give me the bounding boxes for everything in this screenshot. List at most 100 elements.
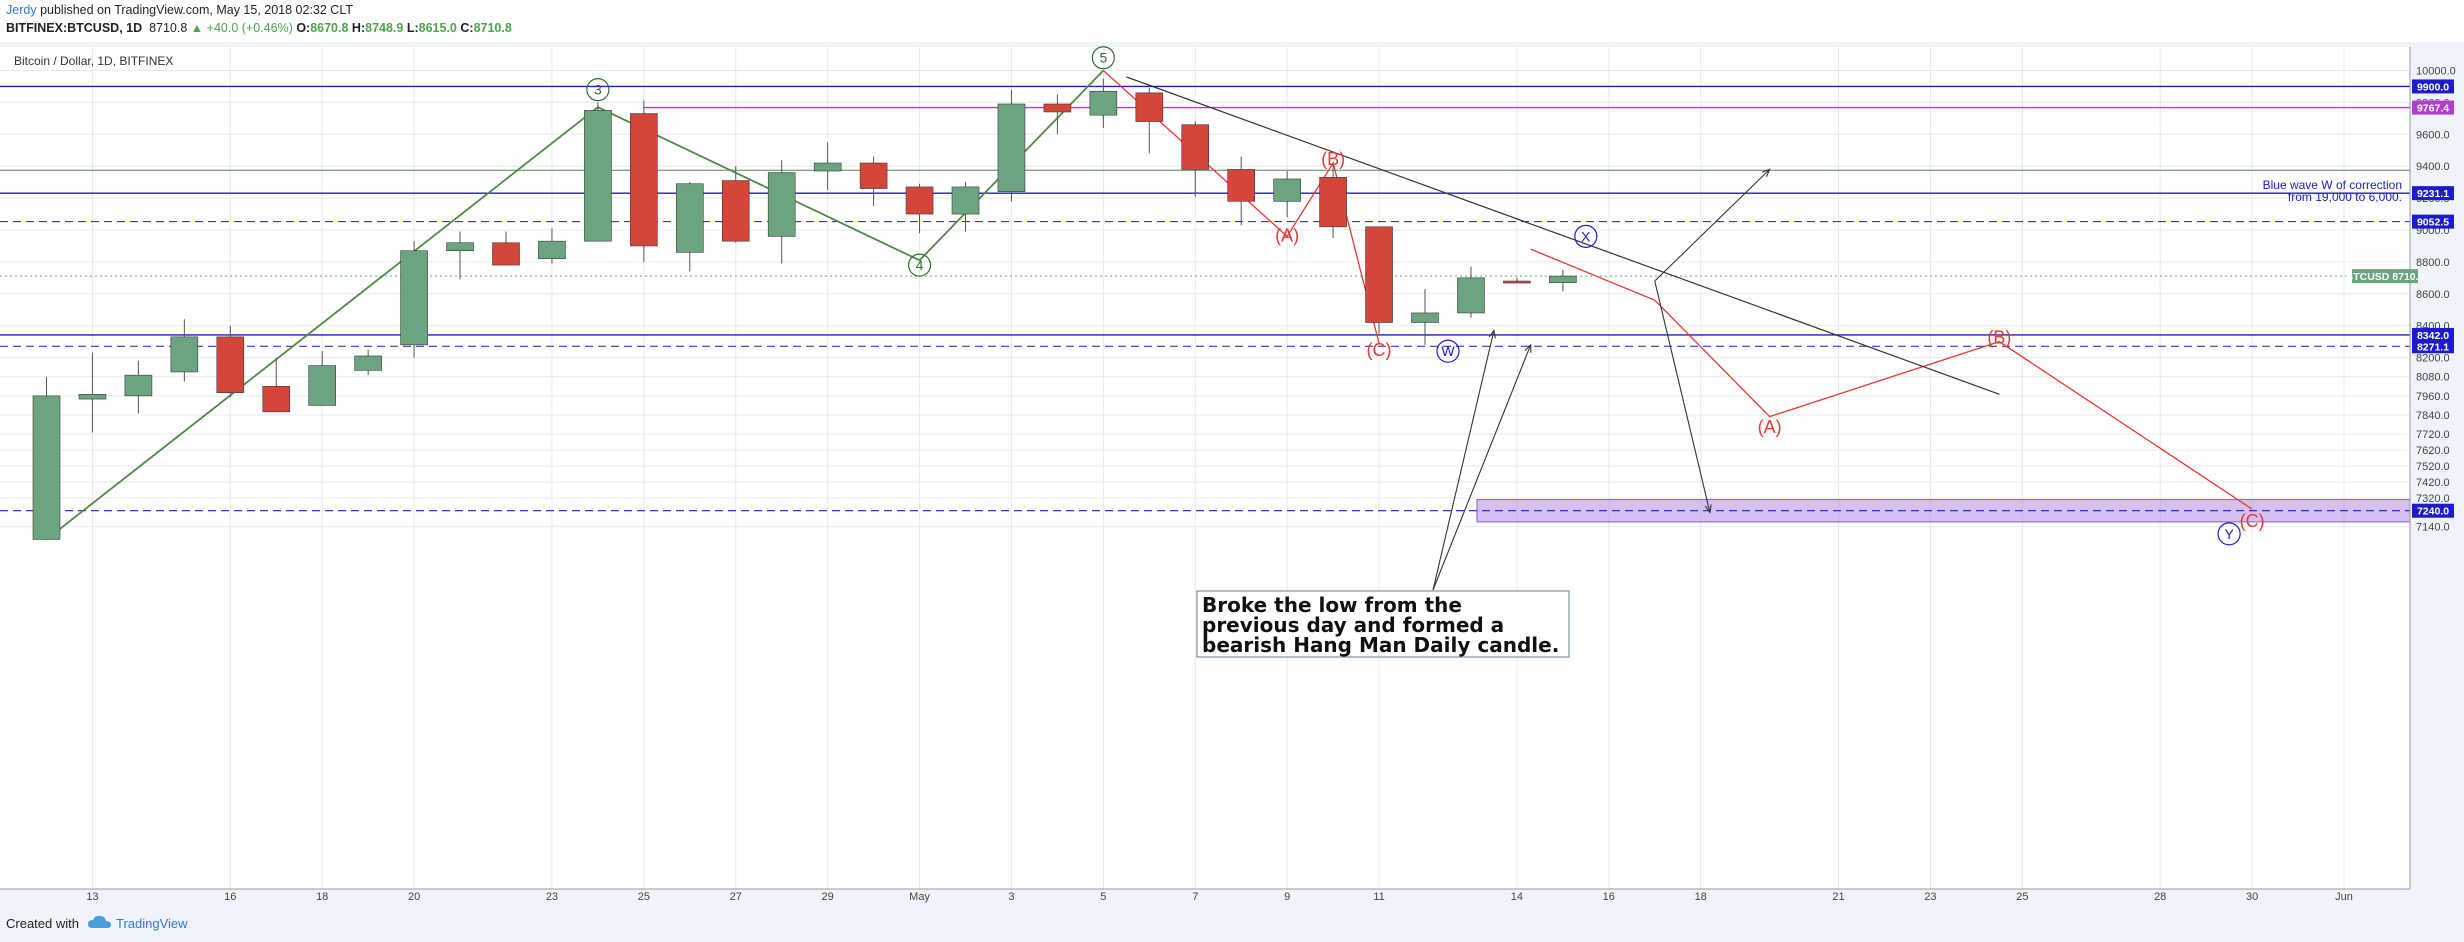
price-tag bbox=[2412, 100, 2454, 115]
symbol: BITFINEX:BTCUSD, 1D bbox=[6, 21, 143, 35]
last-price: 8710.8 bbox=[149, 21, 188, 35]
price-tag bbox=[2412, 186, 2454, 201]
candle bbox=[630, 100, 658, 262]
y-tick-label: 7320.0 bbox=[2416, 493, 2450, 505]
candle-body-down bbox=[1227, 169, 1255, 202]
ohlc-low: 8615.0 bbox=[418, 21, 457, 35]
ohlc-close-key: C: bbox=[460, 21, 474, 35]
candle bbox=[538, 228, 566, 264]
descending-trendline bbox=[1126, 76, 2000, 395]
y-tick-label: 7620.0 bbox=[2416, 445, 2450, 457]
wave-label-circle bbox=[1574, 224, 1598, 248]
candle-body-up bbox=[675, 183, 704, 253]
y-tick-label: 7720.0 bbox=[2416, 429, 2450, 441]
ohlc-low-key: L: bbox=[406, 21, 419, 35]
candle bbox=[1411, 289, 1439, 345]
candle bbox=[1365, 226, 1393, 334]
price-levels bbox=[0, 85, 2410, 512]
y-tick-label: 7140.0 bbox=[2416, 522, 2450, 534]
wave-label-circle bbox=[1436, 339, 1460, 363]
candle-body-down bbox=[1043, 103, 1072, 113]
x-tick-label: 9 bbox=[1284, 891, 1290, 903]
candle-body-down bbox=[1319, 177, 1347, 228]
note-text: Broke the low from the bbox=[1202, 593, 1462, 617]
candle-body-up bbox=[124, 374, 153, 397]
wave-label-circle bbox=[907, 253, 932, 277]
footer: Created with TradingView bbox=[0, 905, 2464, 942]
candle bbox=[446, 231, 474, 280]
candle bbox=[1135, 88, 1164, 154]
x-tick-label: 23 bbox=[546, 891, 558, 903]
candle-body-up bbox=[1457, 277, 1485, 314]
ohlc-close: 8710.8 bbox=[473, 21, 512, 35]
y-tick-label: 7840.0 bbox=[2416, 410, 2450, 422]
candle bbox=[584, 102, 612, 242]
y-tick-label: 7420.0 bbox=[2416, 477, 2450, 489]
price-tag bbox=[2412, 503, 2454, 518]
x-tick-label: 23 bbox=[1924, 891, 1936, 903]
candle-body-down bbox=[905, 186, 934, 215]
ohlc-high: 8748.9 bbox=[365, 21, 404, 35]
candle bbox=[32, 376, 61, 540]
y-tick-label: 10000.0 bbox=[2416, 66, 2456, 78]
x-tick-label: 5 bbox=[1100, 891, 1106, 903]
candle-body-down bbox=[216, 336, 245, 393]
candle-body-down bbox=[1365, 226, 1393, 323]
x-tick-label: 18 bbox=[1695, 891, 1707, 903]
symbol-info: BITFINEX:BTCUSD, 1D 8710.8 ▲ +40.0 (+0.4… bbox=[6, 21, 512, 35]
candle-body-down bbox=[1135, 92, 1164, 122]
candle-body-down bbox=[1181, 124, 1210, 170]
candle bbox=[1549, 269, 1577, 292]
candle-body-up bbox=[1411, 312, 1439, 323]
price-tag bbox=[2412, 79, 2454, 94]
candle-body-up bbox=[446, 242, 474, 252]
x-tick-label: 3 bbox=[1008, 891, 1014, 903]
candle bbox=[1273, 170, 1301, 218]
candle-body-down bbox=[721, 180, 750, 242]
x-tick-label: 25 bbox=[638, 891, 650, 903]
breakdown-arrow bbox=[1654, 280, 1711, 513]
wave-label-circle bbox=[1091, 46, 1115, 70]
candle-body-up bbox=[951, 186, 980, 215]
candle bbox=[170, 319, 199, 382]
price-chart[interactable]: 3 4 5 (A) (B) (C) W X (A) (B) (C) Y Blue wave W of c… bbox=[0, 0, 2464, 905]
wave-label: (C) bbox=[1367, 340, 1392, 360]
candle-body-down bbox=[492, 242, 520, 266]
x-tick-label: 16 bbox=[224, 891, 236, 903]
candle bbox=[1503, 277, 1531, 284]
author-link[interactable]: Jerdy bbox=[6, 3, 37, 17]
y-tick-label: 8200.0 bbox=[2416, 353, 2450, 365]
price-tag bbox=[2412, 327, 2454, 342]
candle-body-up bbox=[1273, 178, 1301, 202]
price-axis[interactable]: 7140.0 7320.0 7420.0 7520.0 7620.0 7720.0 7840… bbox=[2346, 47, 2456, 889]
x-tick-label: 14 bbox=[1511, 891, 1523, 903]
wave-labels: 3 4 5 (A) (B) (C) W X (A) (B) (C) Y Blue wave W of c… bbox=[586, 46, 2402, 546]
wave-label: W bbox=[1441, 343, 1455, 359]
price-tag bbox=[2352, 269, 2418, 284]
wave-label: 5 bbox=[1099, 50, 1107, 66]
x-tick-label: 18 bbox=[316, 891, 328, 903]
candles bbox=[32, 78, 1577, 540]
publish-info: Jerdy published on TradingView.com, May … bbox=[6, 3, 353, 17]
price-tag-label: 9767.4 bbox=[2417, 103, 2449, 115]
time-axis[interactable]: 13 16 18 20 23 25 27 29 May 3 5 7 9 11 14 16 18 21 23 25 28 3… bbox=[0, 888, 2410, 903]
x-tick-label: 16 bbox=[1603, 891, 1615, 903]
candle bbox=[675, 182, 704, 272]
candle bbox=[859, 156, 888, 207]
price-tag bbox=[2412, 339, 2454, 354]
candle-body-down bbox=[262, 386, 291, 413]
candle bbox=[1457, 266, 1485, 318]
x-tick-label: 11 bbox=[1373, 891, 1384, 903]
candle-body-up bbox=[170, 336, 199, 373]
y-tick-label: 9400.0 bbox=[2416, 161, 2450, 173]
y-tick-label: 7960.0 bbox=[2416, 391, 2450, 403]
wave-label: X bbox=[1581, 228, 1591, 244]
candle bbox=[951, 182, 980, 232]
x-tick-label: 21 bbox=[1832, 891, 1844, 903]
x-tick-label: May bbox=[909, 891, 930, 903]
tradingview-link[interactable]: TradingView bbox=[116, 916, 188, 931]
blue-note-text: Blue wave W of correction bbox=[2263, 178, 2402, 192]
wave-label: (C) bbox=[2240, 511, 2265, 531]
header-bar: Jerdy published on TradingView.com, May … bbox=[0, 0, 2464, 42]
